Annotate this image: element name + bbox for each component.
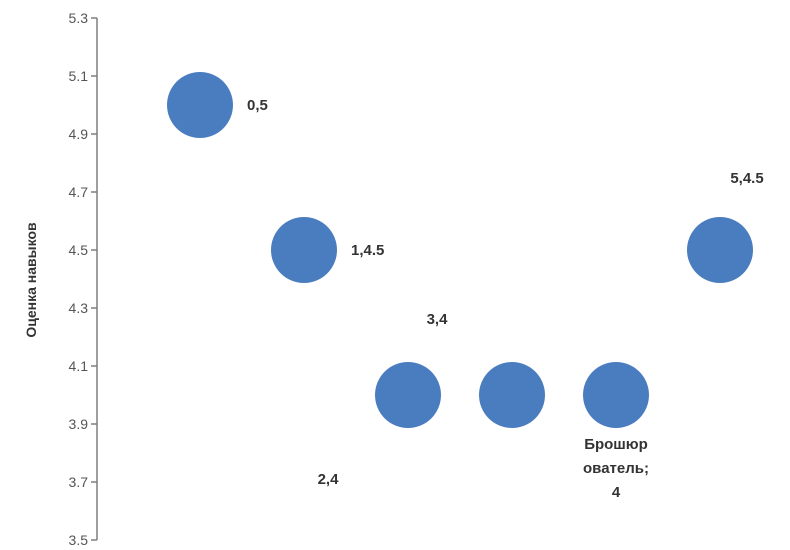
data-points [167, 72, 753, 428]
data-label-line: 2,4 [318, 471, 340, 488]
data-point [479, 362, 545, 428]
data-labels: 0,5 1,4.5 2,4 3,4 Брошюр ователь; 4 5,4.5 [247, 97, 764, 501]
data-label-line: ователь; [583, 460, 649, 477]
y-tick-label: 5.1 [69, 68, 89, 84]
data-point [271, 217, 337, 283]
data-point [687, 217, 753, 283]
data-label: 2,4 [318, 471, 340, 488]
data-label: Брошюр ователь; 4 [583, 436, 649, 501]
y-tick-label: 4.9 [69, 126, 89, 142]
data-label-line: Брошюр [584, 436, 648, 453]
data-point [583, 362, 649, 428]
data-point [375, 362, 441, 428]
data-point [167, 72, 233, 138]
y-axis-title: Оценка навыков [23, 222, 39, 338]
y-tick-label: 3.7 [69, 474, 89, 490]
y-tick-label: 4.7 [69, 184, 89, 200]
data-label-line: 0,5 [247, 97, 268, 114]
data-label-line: 1,4.5 [351, 242, 384, 259]
y-tick-label: 3.9 [69, 416, 89, 432]
data-label: 3,4 [427, 311, 449, 328]
data-label-line: 4 [612, 484, 621, 501]
y-tick-label: 4.3 [69, 300, 89, 316]
data-label: 1,4.5 [351, 242, 384, 259]
y-axis-ticks: 3.5 3.7 3.9 4.1 4.3 4.5 4.7 4.9 5.1 5.3 [69, 10, 97, 548]
data-label-line: 5,4.5 [730, 170, 763, 187]
data-label-line: 3,4 [427, 311, 449, 328]
y-tick-label: 3.5 [69, 532, 89, 548]
y-tick-label: 5.3 [69, 10, 89, 26]
data-label: 5,4.5 [730, 170, 763, 187]
data-label: 0,5 [247, 97, 268, 114]
y-tick-label: 4.5 [69, 242, 89, 258]
y-tick-label: 4.1 [69, 358, 89, 374]
